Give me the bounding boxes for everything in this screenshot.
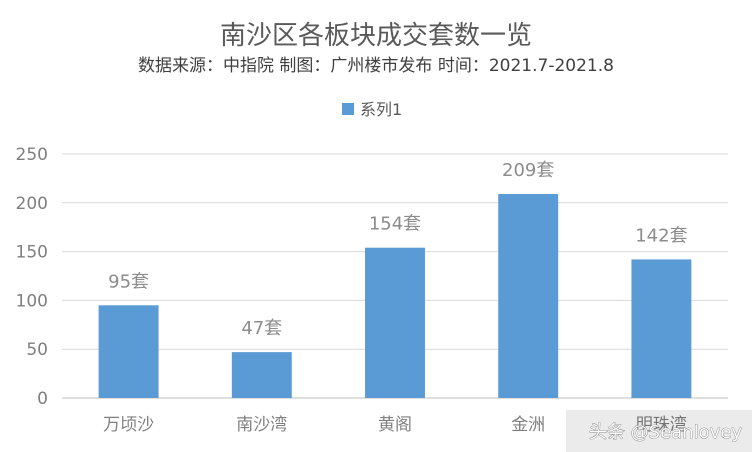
chart-subtitle: 数据来源：中指院 制图：广州楼市发布 时间：2021.7-2021.8 [138,56,614,76]
y-tick-label: 200 [16,194,48,214]
legend-swatch [342,103,354,115]
bar [365,247,425,398]
y-tick-label: 150 [16,243,48,263]
y-tick-label: 0 [37,389,48,409]
y-axis: 0 50 100 150 200 250 [16,145,48,409]
data-label: 95套 [108,271,149,292]
y-tick-label: 250 [16,145,48,165]
chart-title: 南沙区各板块成交套数一览 [220,21,532,51]
watermark-bg [566,410,752,452]
bar [98,305,159,398]
y-tick-label: 100 [16,291,48,311]
x-tick-label: 万顷沙 [103,415,154,435]
bars [98,194,692,398]
x-tick-label: 明珠湾 [636,415,687,435]
bar [231,352,292,398]
y-tick-label: 50 [26,340,48,360]
data-labels: 95套 47套 154套 209套 142套 [108,160,687,339]
bar [631,259,692,398]
data-label: 209套 [502,160,554,181]
watermark-text: 头条 @Seanlovey [589,422,742,443]
x-tick-label: 金洲 [511,415,545,435]
data-label: 154套 [369,214,421,235]
x-tick-label: 南沙湾 [236,415,287,435]
x-tick-label: 黄阁 [378,415,412,435]
data-label: 142套 [635,225,687,246]
data-label: 47套 [241,318,282,339]
legend: 系列1 [342,100,402,119]
bar [498,194,559,398]
legend-entry: 系列1 [360,100,402,119]
watermark: 头条 @Seanlovey [566,410,752,452]
x-axis: 万顷沙 南沙湾 黄阁 金洲 明珠湾 [103,415,687,435]
